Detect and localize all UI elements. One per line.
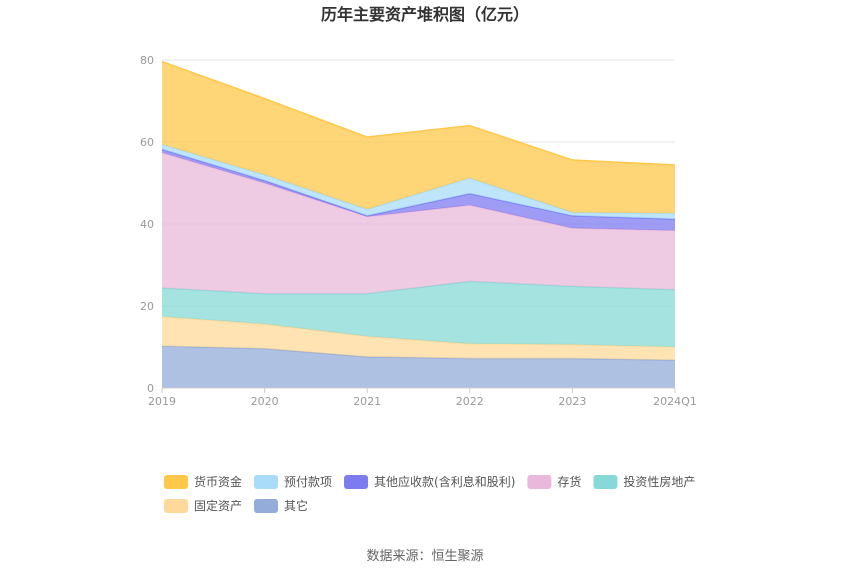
legend-item[interactable]: 存货 <box>527 474 581 489</box>
legend-item[interactable]: 固定资产 <box>164 498 242 513</box>
legend-swatch <box>254 499 279 513</box>
legend-swatch <box>527 475 552 489</box>
x-tick-label: 2021 <box>353 395 381 408</box>
area-series-6 <box>162 61 675 214</box>
chart-title: 历年主要资产堆积图（亿元） <box>321 5 529 24</box>
legend-label: 存货 <box>557 474 581 489</box>
x-tick-label: 2020 <box>251 395 279 408</box>
area-series-5 <box>162 144 675 220</box>
legend-swatch <box>593 475 618 489</box>
y-tick-label: 20 <box>140 300 154 313</box>
y-tick-label: 0 <box>147 382 154 395</box>
legend-label: 预付款项 <box>284 475 332 489</box>
area-series <box>161 60 676 388</box>
area-series-0 <box>162 346 675 388</box>
data-source: 数据来源：恒生聚源 <box>366 549 483 564</box>
area-series-2 <box>162 281 675 347</box>
y-tick-label: 40 <box>140 218 154 231</box>
x-tick-label: 2023 <box>558 395 586 408</box>
legend-item[interactable]: 预付款项 <box>254 475 332 489</box>
legend-label: 投资性房地产 <box>623 474 695 489</box>
y-tick-label: 80 <box>140 54 154 67</box>
legend-label: 其他应收款(含利息和股利) <box>374 474 515 489</box>
area-series-3 <box>162 152 675 294</box>
legend-swatch <box>344 475 369 489</box>
axes: 2019 2020 2021 2022 2023 2024Q1 <box>148 387 697 408</box>
legend-swatch <box>254 475 279 489</box>
x-tick-label: 2019 <box>148 395 176 408</box>
legend-label: 货币资金 <box>194 474 242 489</box>
legend-item[interactable]: 其它 <box>254 498 308 513</box>
x-tick-label: 2024Q1 <box>653 395 697 408</box>
x-tick-label: 2022 <box>456 395 484 408</box>
area-edge-6 <box>161 60 676 166</box>
legend-item[interactable]: 投资性房地产 <box>593 474 695 489</box>
y-tick-label: 60 <box>140 136 154 149</box>
legend-item[interactable]: 其他应收款(含利息和股利) <box>344 474 515 489</box>
legend-label: 其它 <box>284 498 308 513</box>
legend-item[interactable]: 货币资金 <box>164 474 242 489</box>
legend-label: 固定资产 <box>194 498 242 513</box>
legend-swatch <box>164 475 188 489</box>
legend-swatch <box>164 499 188 513</box>
